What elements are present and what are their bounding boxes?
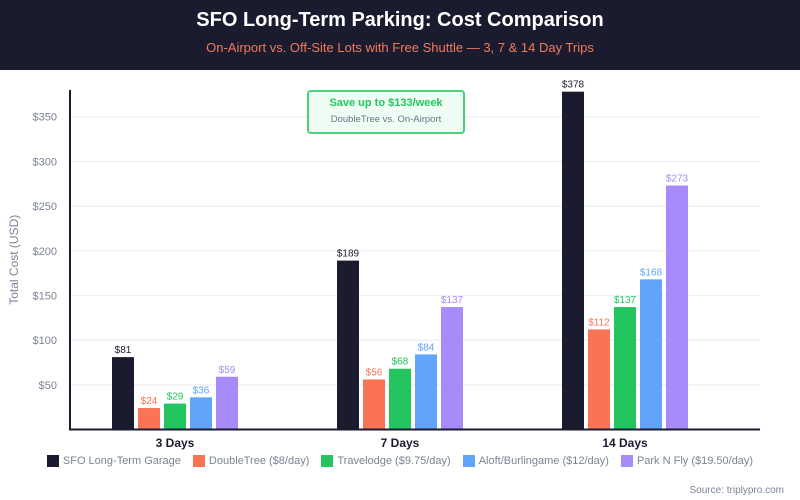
legend: SFO Long-Term Garage DoubleTree ($8/day) T…	[10, 455, 790, 467]
legend-label: DoubleTree ($8/day)	[208, 455, 310, 467]
x-tick-label: 14 Days	[602, 436, 648, 450]
bar	[164, 403, 186, 430]
y-tick-label: $50	[39, 380, 57, 392]
bar	[415, 354, 437, 430]
bar-value-label: $189	[337, 249, 360, 260]
bar-value-label: $137	[441, 295, 464, 306]
legend-swatch	[46, 455, 59, 467]
y-tick-label: $300	[33, 156, 57, 168]
x-tick-label: 3 Days	[156, 436, 195, 450]
y-tick-label: $200	[33, 246, 57, 258]
chart-subtitle: On-Airport vs. Off-Site Lots with Free S…	[206, 40, 594, 55]
bar-value-label: $137	[614, 295, 637, 306]
y-tick-label: $100	[33, 335, 57, 347]
bar	[614, 307, 636, 430]
x-tick-label: 7 Days	[381, 436, 420, 450]
bar-value-label: $81	[115, 345, 132, 356]
y-tick-label: $250	[33, 201, 57, 213]
legend-item: SFO Long-Term Garage	[46, 455, 181, 467]
bar	[640, 279, 662, 430]
bar-value-label: $68	[392, 357, 409, 368]
bar	[441, 307, 463, 430]
bar-value-label: $24	[141, 396, 158, 407]
callout-headline: Save up to $133/week	[329, 97, 443, 109]
legend-swatch	[321, 455, 334, 467]
legend-item: DoubleTree ($8/day)	[192, 455, 310, 467]
legend-swatch	[192, 455, 205, 467]
legend-swatch	[620, 455, 633, 467]
bar-value-label: $59	[219, 365, 236, 376]
bar	[363, 379, 385, 430]
savings-callout: Save up to $133/week DoubleTree vs. On-A…	[307, 90, 465, 134]
y-axis-label: Total Cost (USD)	[7, 215, 21, 305]
bar-value-label: $36	[193, 385, 210, 396]
bar	[389, 368, 411, 430]
chart-header: SFO Long-Term Parking: Cost Comparison O…	[0, 0, 800, 70]
y-tick-label: $150	[33, 290, 57, 302]
bar-value-label: $378	[562, 80, 585, 91]
legend-label: Park N Fly ($19.50/day)	[636, 455, 754, 467]
y-tick-label: $350	[33, 112, 57, 124]
bar	[588, 329, 610, 430]
legend-item: Aloft/Burlingame ($12/day)	[462, 455, 609, 467]
bar	[112, 357, 134, 430]
callout-detail: DoubleTree vs. On-Airport	[330, 114, 442, 125]
bar-value-label: $84	[418, 342, 435, 353]
bar	[190, 397, 212, 430]
bar-value-label: $56	[366, 367, 383, 378]
legend-swatch	[462, 455, 475, 467]
legend-label: Aloft/Burlingame ($12/day)	[478, 455, 609, 467]
bar	[562, 91, 584, 430]
chart-title: SFO Long-Term Parking: Cost Comparison	[196, 9, 604, 31]
bar-value-label: $273	[666, 174, 689, 185]
legend-label: SFO Long-Term Garage	[62, 455, 181, 467]
legend-item: Park N Fly ($19.50/day)	[620, 455, 754, 467]
bar-value-label: $168	[640, 267, 663, 278]
bar	[216, 376, 238, 430]
bar-chart: $50 $100 $150 $200 $250 $300 $350 Total Cost (U…	[7, 80, 760, 450]
bar	[138, 408, 160, 430]
bar-value-label: $112	[588, 317, 610, 328]
bar-value-label: $29	[167, 392, 184, 403]
bar	[337, 260, 359, 430]
bar	[666, 185, 688, 430]
source-note: Source: triplypro.com	[689, 485, 784, 496]
legend-label: Travelodge ($9.75/day)	[337, 455, 451, 467]
legend-item: Travelodge ($9.75/day)	[321, 455, 451, 467]
